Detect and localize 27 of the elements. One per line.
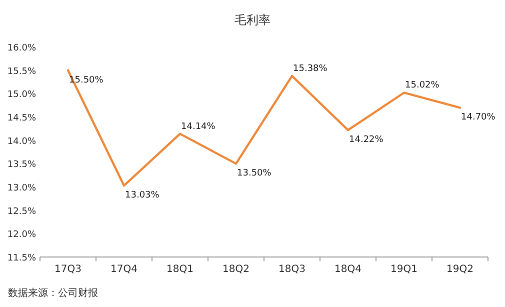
y-tick-label: 12.5%	[7, 206, 36, 217]
y-tick-label: 13.5%	[7, 160, 36, 170]
y-tick-label: 15.5%	[7, 66, 36, 77]
data-label: 13.03%	[125, 190, 160, 201]
y-tick-label: 14.0%	[7, 136, 36, 147]
x-tick-label: 18Q4	[334, 264, 362, 275]
y-tick-label: 11.5%	[7, 254, 36, 264]
x-tick-label: 17Q4	[110, 264, 138, 275]
y-tick-label: 16.0%	[7, 44, 36, 54]
x-tick-label: 18Q1	[166, 264, 194, 275]
data-label: 14.70%	[461, 112, 496, 123]
x-tick-label: 18Q3	[278, 264, 306, 275]
data-label: 14.22%	[349, 135, 384, 146]
source-note: 数据来源：公司财报	[8, 287, 98, 299]
data-label: 13.50%	[237, 168, 272, 179]
data-label: 15.02%	[405, 80, 440, 91]
x-tick-label: 17Q3	[54, 264, 82, 275]
y-tick-label: 12.0%	[7, 230, 36, 240]
x-tick-label: 19Q2	[446, 264, 474, 275]
x-tick-label: 18Q2	[222, 264, 250, 275]
y-tick-label: 15.0%	[7, 90, 36, 100]
data-label: 15.38%	[293, 64, 328, 74]
chart-title: 毛利率	[234, 13, 270, 27]
data-label: 14.14%	[181, 122, 216, 132]
x-tick-label: 19Q1	[390, 264, 418, 275]
y-tick-label: 13.0%	[7, 184, 36, 194]
y-tick-label: 14.5%	[7, 114, 36, 124]
